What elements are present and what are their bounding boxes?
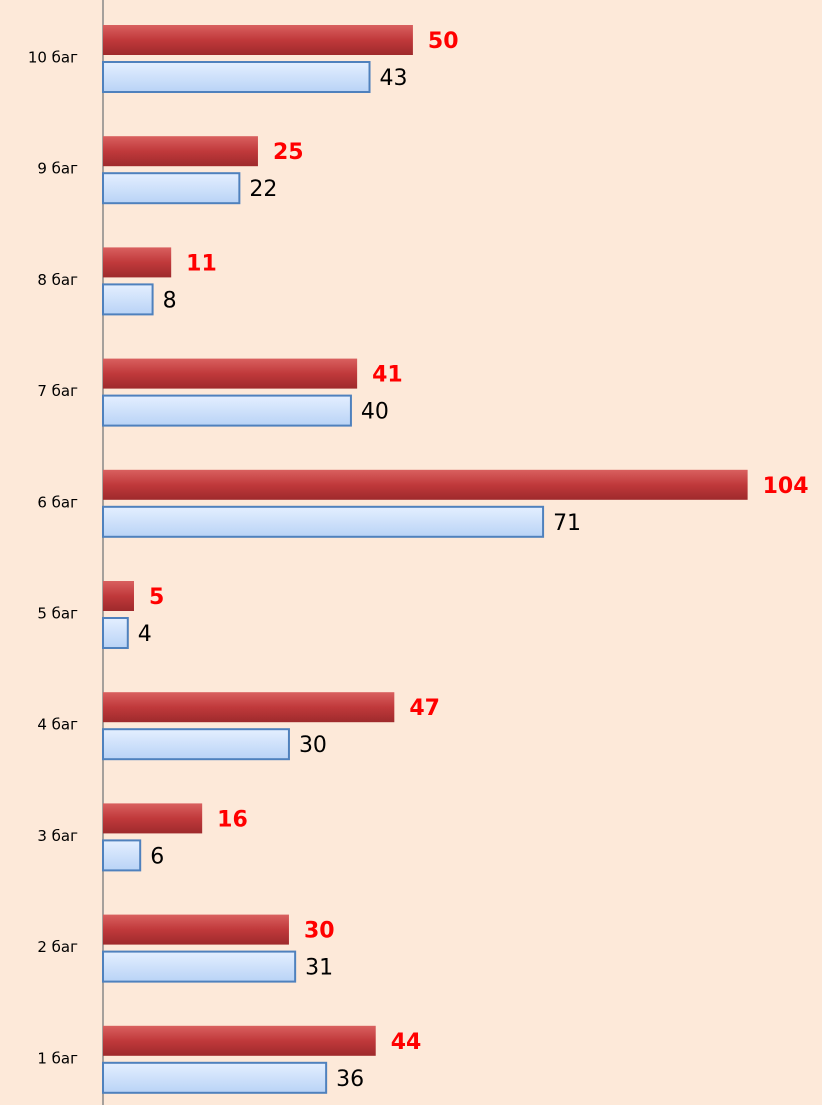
bar: [103, 692, 395, 723]
y-tick-label: 2 баг: [37, 938, 78, 956]
bar: [102, 950, 297, 983]
data-label: 71: [553, 511, 581, 536]
bar: [103, 1025, 376, 1056]
bar: [102, 617, 129, 649]
y-tick-label: 5 баг: [37, 605, 78, 623]
y-tick-label: 6 баг: [37, 493, 78, 511]
data-label: 4: [138, 622, 152, 647]
bar: [102, 394, 352, 427]
y-tick-label: 3 баг: [37, 827, 78, 845]
y-tick-label: 9 баг: [37, 160, 78, 178]
y-tick-label: 7 баг: [37, 382, 78, 400]
data-label: 22: [249, 177, 277, 202]
bar: [103, 25, 413, 55]
data-label: 40: [361, 400, 389, 425]
data-label: 16: [217, 807, 248, 832]
y-tick-label: 10 баг: [28, 49, 78, 67]
y-tick-label: 8 баг: [37, 271, 78, 289]
bar: [102, 728, 290, 761]
data-label: 8: [163, 288, 177, 313]
data-label: 104: [763, 474, 809, 499]
bar: [103, 136, 258, 167]
data-label: 41: [372, 363, 403, 388]
data-label: 50: [428, 29, 459, 54]
data-label: 30: [304, 919, 335, 944]
y-tick-label: 1 баг: [37, 1049, 78, 1067]
data-label: 43: [380, 66, 408, 91]
bar: [103, 803, 203, 834]
bar: [102, 505, 545, 538]
data-label: 44: [391, 1030, 422, 1055]
bar: [103, 469, 748, 500]
data-label: 6: [150, 844, 164, 869]
data-label: 25: [273, 140, 304, 165]
data-label: 11: [186, 251, 217, 276]
data-label: 47: [409, 696, 440, 721]
y-tick-label: 4 баг: [37, 716, 78, 734]
data-label: 31: [305, 956, 333, 981]
bar: [102, 283, 154, 316]
bar: [102, 839, 142, 872]
data-label: 30: [299, 733, 327, 758]
data-label: 36: [336, 1067, 364, 1092]
data-label: 5: [149, 585, 164, 610]
bar: [102, 172, 241, 205]
bar: [103, 581, 134, 611]
bar: [102, 61, 371, 93]
bar: [103, 358, 358, 389]
bar: [103, 914, 289, 945]
bar: [103, 247, 172, 278]
bar: [102, 1061, 328, 1094]
